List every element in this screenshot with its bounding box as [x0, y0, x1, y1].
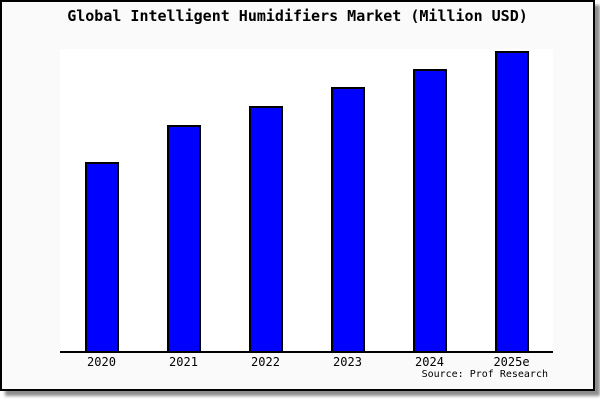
- chart-frame: Global Intelligent Humidifiers Market (M…: [0, 0, 595, 391]
- x-tick-label: 2024: [415, 355, 444, 369]
- x-tick-label: 2021: [169, 355, 198, 369]
- x-tick-label: 2020: [87, 355, 116, 369]
- x-tick-label: 2023: [333, 355, 362, 369]
- bar-2021: [166, 125, 201, 351]
- source-note: Source: Prof Research: [421, 369, 548, 380]
- bar-2023: [330, 87, 365, 351]
- plot-area: [60, 49, 553, 353]
- chart-title: Global Intelligent Humidifiers Market (M…: [67, 7, 528, 25]
- x-tick-label: 2022: [251, 355, 280, 369]
- bar-2020: [84, 162, 119, 351]
- x-tick-label: 2025e: [493, 355, 530, 369]
- bar-2025e: [494, 51, 529, 351]
- bar-2022: [248, 106, 283, 351]
- bar-2024: [412, 69, 447, 351]
